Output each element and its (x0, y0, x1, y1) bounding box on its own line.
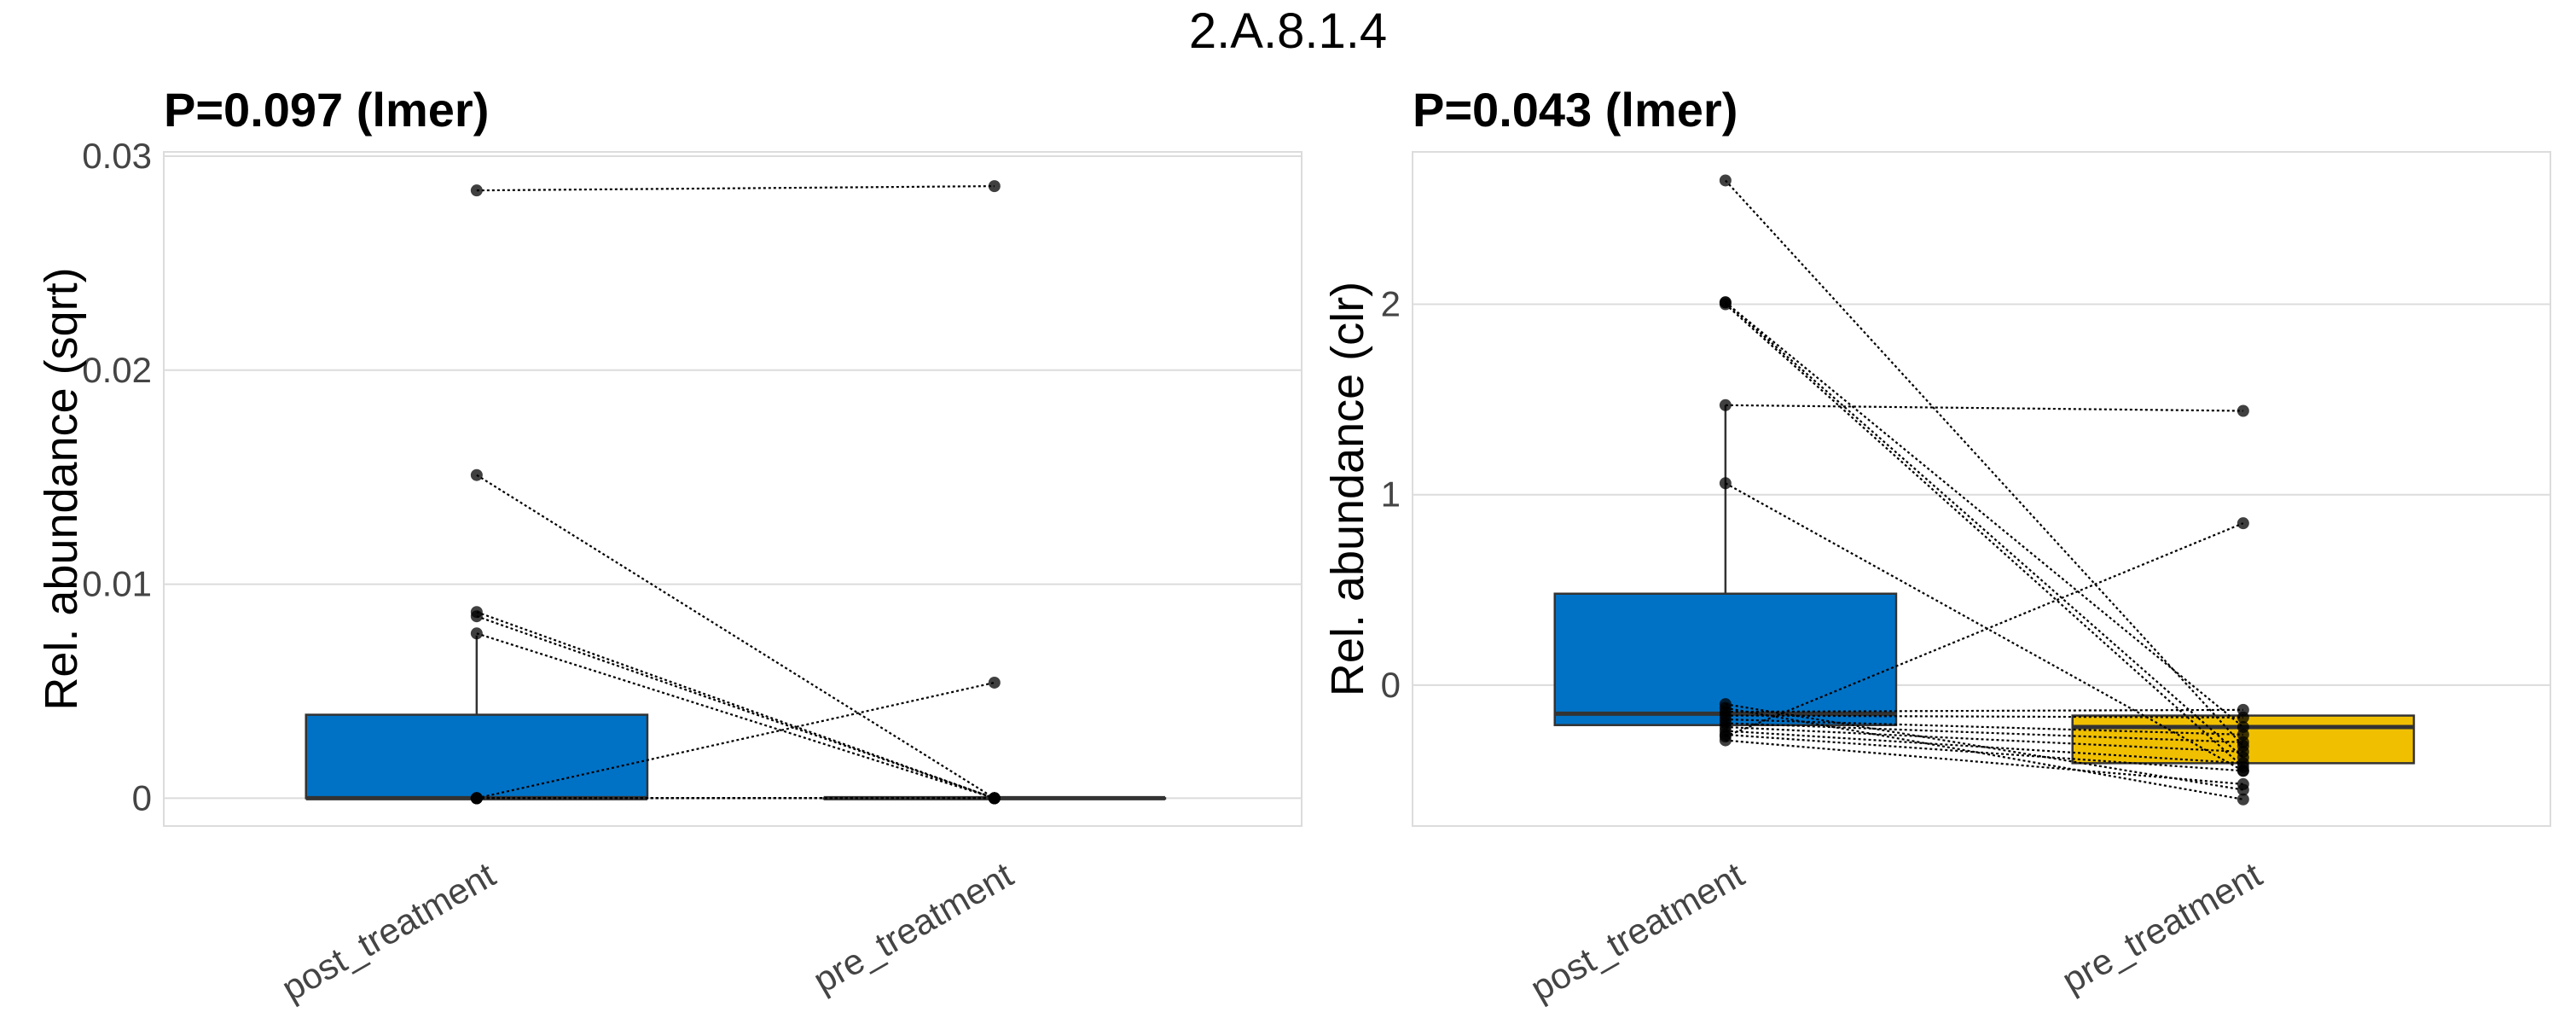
panel-border (163, 151, 1303, 827)
point-post (1719, 174, 1732, 187)
pair-line (476, 474, 995, 800)
box-post_treatment (305, 713, 649, 800)
pair-line (1725, 703, 2243, 791)
pair-line (1725, 404, 2243, 412)
point-post (470, 468, 483, 481)
point-pre (2237, 517, 2249, 530)
pair-line (476, 615, 995, 800)
point-post (470, 184, 483, 197)
y-tick-label: 0.02 (82, 350, 152, 390)
point-pre (2237, 777, 2249, 790)
pair-line (1725, 708, 2243, 713)
panel-title: P=0.043 (lmer) (1413, 83, 1738, 137)
pair-line (1725, 303, 2244, 768)
y-axis-label: Rel. abundance (clr) (1322, 282, 1373, 696)
pair-line (1725, 730, 2243, 765)
x-tick-label: pre_treatment (806, 854, 1019, 1001)
y-tick-label: 0 (1381, 665, 1401, 705)
pair-line (1725, 301, 2244, 759)
panel-title: P=0.097 (lmer) (164, 83, 489, 137)
panel-border (1412, 151, 2551, 827)
figure-title: 2.A.8.1.4 (1189, 3, 1387, 59)
point-pre (2237, 745, 2249, 758)
point-post (1719, 477, 1732, 490)
point-pre (988, 180, 1001, 193)
point-pre (2237, 765, 2249, 777)
point-post (470, 792, 483, 805)
point-pre (2237, 793, 2249, 806)
y-tick-label: 0.01 (82, 564, 152, 604)
pair-line (1725, 522, 2244, 738)
pair-line (476, 632, 995, 800)
point-pre (988, 676, 1001, 689)
point-post (1719, 298, 1732, 311)
y-tick-label: 0.03 (82, 136, 152, 176)
pair-line (1725, 301, 2244, 728)
y-tick-label: 1 (1381, 474, 1401, 515)
point-post (470, 610, 483, 623)
point-pre (2237, 736, 2249, 748)
x-tick-label: pre_treatment (2055, 854, 2268, 1001)
y-axis-label: Rel. abundance (sqrt) (36, 267, 87, 710)
point-post (1719, 734, 1732, 747)
pair-line (1725, 714, 2243, 719)
point-pre (2237, 404, 2249, 417)
pair-line (1725, 718, 2243, 736)
y-tick-label: 2 (1381, 284, 1401, 324)
y-tick-label: 0 (132, 777, 152, 817)
pair-line (476, 185, 995, 192)
point-post (470, 627, 483, 640)
pair-line (476, 681, 995, 800)
panel-sqrt: P=0.097 (lmer) 0 0.01 0.02 0.03 Rel. abundanc… (36, 83, 1303, 1009)
pair-line (1725, 707, 2244, 800)
x-tick-label: post_treatment (275, 854, 502, 1009)
pair-line (1725, 725, 2243, 753)
point-pre (2237, 711, 2249, 724)
point-pre (988, 792, 1001, 805)
pair-line (1725, 722, 2243, 743)
x-tick-label: post_treatment (1523, 854, 1750, 1009)
point-post (1719, 399, 1732, 411)
pair-line (1725, 482, 2244, 772)
